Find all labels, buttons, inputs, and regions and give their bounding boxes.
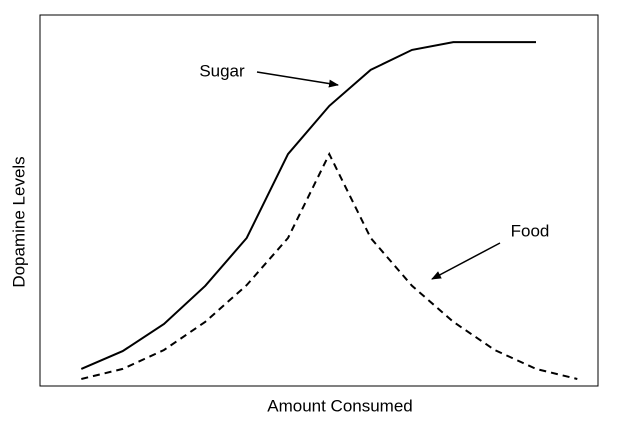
plot-frame <box>39 14 599 387</box>
series-label: Sugar <box>199 61 245 80</box>
x-axis-label: Amount Consumed <box>267 396 413 415</box>
y-axis-label: Dopamine Levels <box>9 156 28 287</box>
series-label: Food <box>511 221 550 240</box>
sugar-arrow <box>256 71 339 88</box>
food-arrow <box>431 242 501 280</box>
series-line <box>81 151 578 380</box>
series-line <box>80 41 536 370</box>
